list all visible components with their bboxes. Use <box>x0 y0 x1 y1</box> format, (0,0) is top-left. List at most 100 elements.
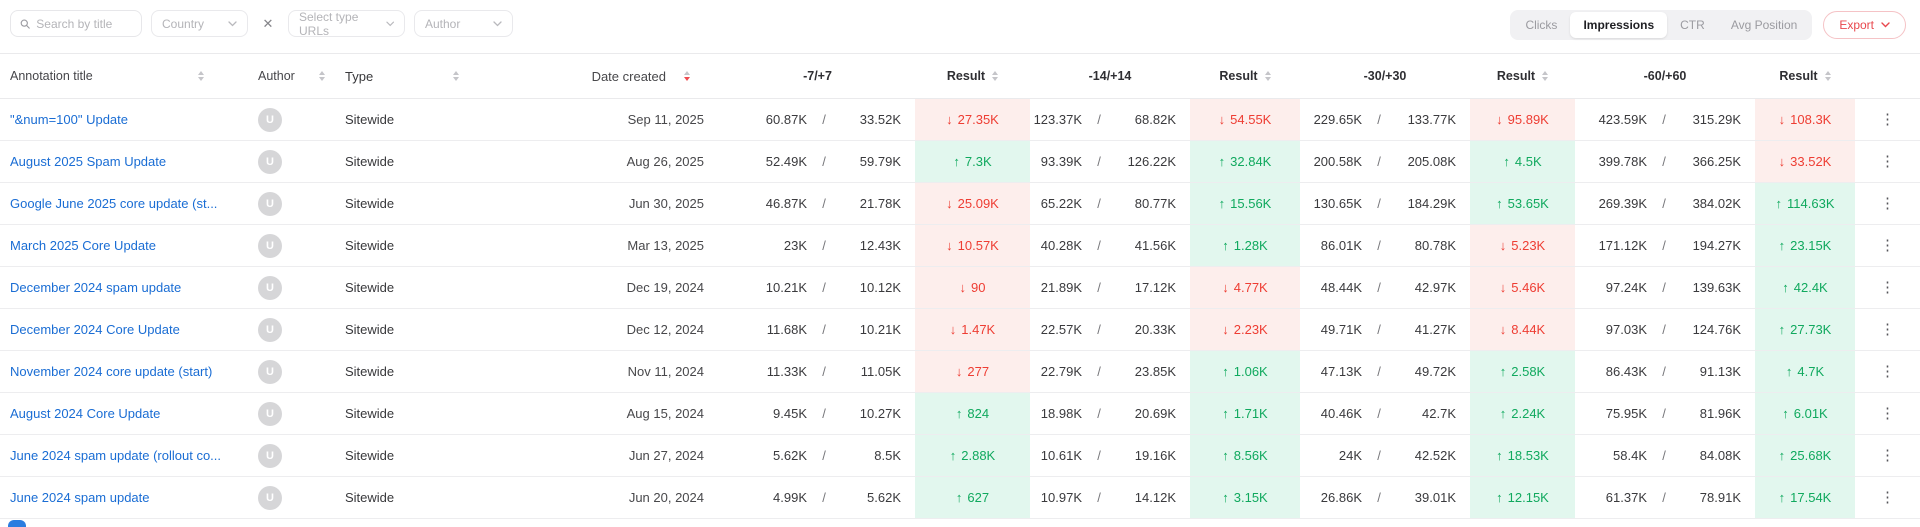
before-after-30-cell: 47.13K/49.72K <box>1320 364 1456 379</box>
row-menu-button[interactable]: ⋮ <box>1880 405 1895 422</box>
trend-arrow-icon: ↑ <box>1222 490 1229 505</box>
search-input[interactable] <box>36 16 132 31</box>
column-header-window-30: -30/+30 <box>1363 69 1407 83</box>
type-cell: Sitewide <box>345 112 395 127</box>
result-30-cell: ↓ 5.46K <box>1470 267 1575 308</box>
result-60-cell: ↑ 27.73K <box>1755 309 1855 350</box>
metric-tab-impressions[interactable]: Impressions <box>1570 12 1668 38</box>
annotation-title-link[interactable]: Google June 2025 core update (st... <box>10 196 218 211</box>
column-header-result-7[interactable]: Result <box>915 69 1030 83</box>
annotation-title-link[interactable]: November 2024 core update (start) <box>10 364 213 379</box>
annotation-title-link[interactable]: March 2025 Core Update <box>10 238 156 253</box>
sort-icon[interactable] <box>1824 70 1831 82</box>
date-created-cell: Jun 30, 2025 <box>628 196 704 211</box>
result-14-cell: ↑ 15.56K <box>1190 183 1300 224</box>
trend-arrow-icon: ↑ <box>1499 406 1507 421</box>
row-menu-button[interactable]: ⋮ <box>1880 447 1895 464</box>
chevron-down-icon <box>385 21 394 26</box>
sort-icon[interactable] <box>1542 70 1549 82</box>
export-button[interactable]: Export <box>1823 11 1906 39</box>
table-row: August 2025 Spam Update U Sitewide Aug 2… <box>0 141 1920 183</box>
metric-tab-ctr[interactable]: CTR <box>1667 12 1718 38</box>
trend-arrow-icon: ↑ <box>949 448 957 463</box>
trend-arrow-icon: ↑ <box>953 154 960 169</box>
sort-icon[interactable] <box>1264 70 1271 82</box>
trend-arrow-icon: ↑ <box>1778 448 1786 463</box>
metric-tab-avg-position[interactable]: Avg Position <box>1718 12 1811 38</box>
metric-tab-clicks[interactable]: Clicks <box>1512 12 1570 38</box>
filter-bar: Country ✕ Select type URLs Author Clicks <box>0 0 1920 53</box>
annotation-title-link[interactable]: August 2024 Core Update <box>10 406 161 421</box>
annotation-title-link[interactable]: June 2024 spam update (rollout co... <box>10 448 222 463</box>
type-urls-select[interactable]: Select type URLs <box>288 10 405 38</box>
row-menu-button[interactable]: ⋮ <box>1880 279 1895 296</box>
row-menu-button[interactable]: ⋮ <box>1880 195 1895 212</box>
author-avatar: U <box>258 191 282 216</box>
row-menu-button[interactable]: ⋮ <box>1880 153 1895 170</box>
column-header-result-30[interactable]: Result <box>1470 69 1575 83</box>
trend-arrow-icon: ↓ <box>1218 112 1226 127</box>
trend-arrow-icon: ↑ <box>1778 490 1786 505</box>
annotation-title-link[interactable]: "&num=100" Update <box>10 112 129 127</box>
trend-arrow-icon: ↑ <box>1778 322 1786 337</box>
trend-arrow-icon: ↓ <box>1222 322 1229 337</box>
row-menu-button[interactable]: ⋮ <box>1880 321 1895 338</box>
country-select[interactable]: Country <box>151 10 248 37</box>
annotation-title-link[interactable]: August 2025 Spam Update <box>10 154 167 169</box>
column-header-result-14[interactable]: Result <box>1190 69 1300 83</box>
column-header-type[interactable]: Type <box>345 69 495 84</box>
topbar-right: Clicks Impressions CTR Avg Position Export <box>1510 10 1906 40</box>
annotation-title-link[interactable]: December 2024 spam update <box>10 280 182 295</box>
table-row: Google June 2025 core update (st... U Si… <box>0 183 1920 225</box>
row-menu-button[interactable]: ⋮ <box>1880 237 1895 254</box>
result-60-cell: ↑ 114.63K <box>1755 183 1855 224</box>
clear-filter-button[interactable]: ✕ <box>257 10 279 37</box>
row-menu-button[interactable]: ⋮ <box>1880 363 1895 380</box>
sort-icon-active-desc[interactable] <box>684 70 690 82</box>
result-60-cell: ↑ 25.68K <box>1755 435 1855 476</box>
sort-icon[interactable] <box>453 70 459 82</box>
trend-arrow-icon: ↑ <box>1785 364 1793 379</box>
author-avatar: U <box>258 233 282 258</box>
before-after-60-cell: 171.12K/194.27K <box>1598 238 1741 253</box>
before-after-60-cell: 423.59K/315.29K <box>1598 112 1741 127</box>
column-header-annotation-title[interactable]: Annotation title <box>0 69 250 83</box>
before-after-14-cell: 123.37K/68.82K <box>1033 112 1176 127</box>
result-30-cell: ↑ 18.53K <box>1470 435 1575 476</box>
date-created-cell: Sep 11, 2025 <box>627 112 704 127</box>
column-header-author[interactable]: Author <box>250 69 345 83</box>
before-after-7-cell: 9.45K/10.27K <box>773 406 901 421</box>
trend-arrow-icon: ↑ <box>1782 280 1789 295</box>
trend-arrow-icon: ↑ <box>1218 154 1226 169</box>
before-after-14-cell: 10.97K/14.12K <box>1040 490 1176 505</box>
row-menu-button[interactable]: ⋮ <box>1880 489 1895 506</box>
result-14-cell: ↑ 1.28K <box>1190 225 1300 266</box>
author-avatar: U <box>258 107 282 132</box>
trend-arrow-icon: ↓ <box>955 364 963 379</box>
before-after-30-cell: 48.44K/42.97K <box>1320 280 1456 295</box>
result-30-cell: ↑ 2.58K <box>1470 351 1575 392</box>
author-avatar: U <box>258 275 282 300</box>
row-menu-button[interactable]: ⋮ <box>1880 111 1895 128</box>
annotation-title-link[interactable]: December 2024 Core Update <box>10 322 180 337</box>
trend-arrow-icon: ↓ <box>946 196 953 211</box>
result-7-cell: ↓ 10.57K <box>915 225 1030 266</box>
sort-icon[interactable] <box>992 70 999 82</box>
date-created-cell: Dec 12, 2024 <box>626 322 704 337</box>
result-30-cell: ↑ 4.5K <box>1470 141 1575 182</box>
chat-widget-button[interactable] <box>8 520 26 527</box>
column-header-date-created[interactable]: Date created <box>495 69 720 84</box>
author-select[interactable]: Author <box>414 10 513 37</box>
before-after-14-cell: 93.39K/126.22K <box>1040 154 1176 169</box>
column-header-result-60[interactable]: Result <box>1755 69 1855 83</box>
sort-icon[interactable] <box>198 70 204 82</box>
author-avatar: U <box>258 359 282 384</box>
before-after-7-cell: 11.68K/10.21K <box>766 322 901 337</box>
type-cell: Sitewide <box>345 154 395 169</box>
sort-icon[interactable] <box>319 70 325 82</box>
type-cell: Sitewide <box>345 490 395 505</box>
type-cell: Sitewide <box>345 448 395 463</box>
annotation-title-link[interactable]: June 2024 spam update <box>10 490 150 505</box>
date-created-cell: Mar 13, 2025 <box>627 238 704 253</box>
